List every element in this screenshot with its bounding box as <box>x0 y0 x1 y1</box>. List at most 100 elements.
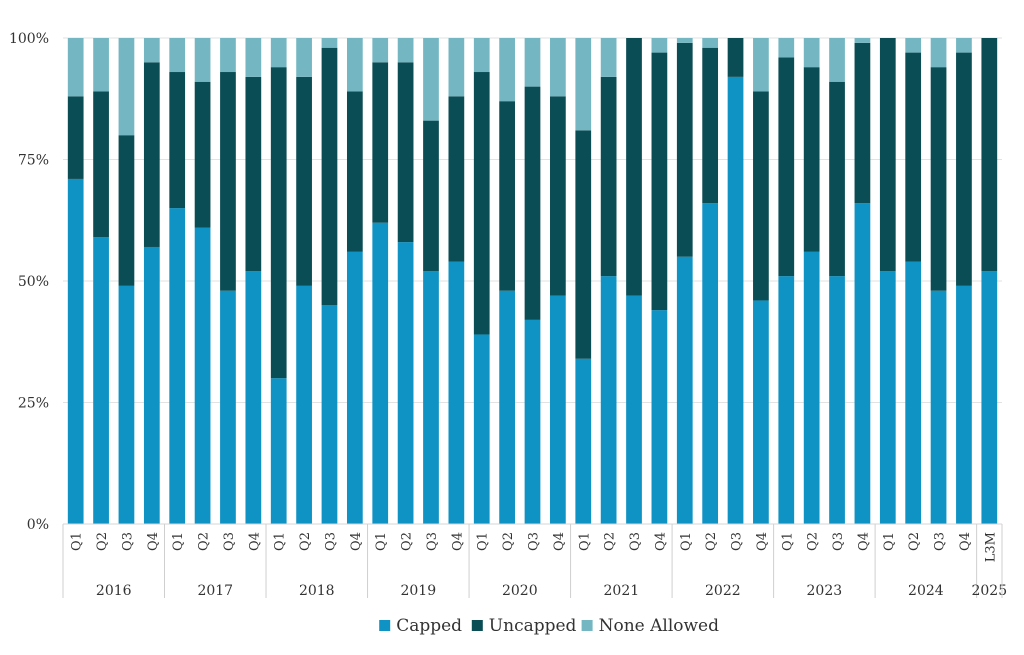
bar-uncapped <box>956 52 972 286</box>
bar-uncapped <box>803 67 820 252</box>
bar-none-allowed <box>829 38 845 82</box>
x-quarter-label: Q3 <box>730 532 745 551</box>
x-quarter-label: Q4 <box>552 532 567 551</box>
bar-capped <box>245 271 262 524</box>
bar-capped <box>321 305 338 524</box>
bar-none-allowed <box>143 38 160 63</box>
x-quarter-label: Q2 <box>501 532 516 551</box>
x-quarter-label: Q1 <box>577 532 592 551</box>
bar-capped <box>803 251 820 524</box>
bar-none-allowed <box>499 38 515 102</box>
x-quarter-label: Q1 <box>70 532 85 551</box>
bar-capped <box>778 276 795 524</box>
x-quarter-label: L3M <box>983 532 998 562</box>
x-quarter-label: Q4 <box>349 532 364 551</box>
x-year-label: 2020 <box>502 583 538 599</box>
bar-uncapped <box>194 81 211 228</box>
bar-none-allowed <box>575 38 592 131</box>
bar-uncapped <box>118 135 135 286</box>
x-quarter-label: Q1 <box>171 532 186 551</box>
x-quarter-label: Q3 <box>425 532 440 551</box>
bar-capped <box>67 178 84 524</box>
x-quarter-label: Q1 <box>273 532 288 551</box>
bar-uncapped <box>524 86 541 320</box>
bar-capped <box>397 242 414 524</box>
y-tick-label: 0% <box>27 517 49 533</box>
x-quarter-label: Q4 <box>958 532 973 551</box>
bar-capped <box>296 285 312 524</box>
bar-capped <box>220 290 236 524</box>
bar-capped <box>118 285 135 524</box>
x-quarter-label: Q3 <box>323 532 338 551</box>
x-quarter-label: Q2 <box>95 532 110 551</box>
x-quarter-label: Q3 <box>120 532 135 551</box>
bar-capped <box>423 271 439 524</box>
legend: Capped Uncapped None Allowed <box>379 616 719 636</box>
bar-capped <box>981 271 998 524</box>
bar-capped <box>676 256 693 524</box>
bar-capped <box>143 246 160 525</box>
legend-swatch-none-allowed <box>581 620 593 631</box>
bar-capped <box>956 285 972 524</box>
y-tick-label: 100% <box>9 31 49 47</box>
bar-uncapped <box>702 47 719 204</box>
bar-uncapped <box>981 38 998 272</box>
x-quarter-label: Q4 <box>755 532 770 551</box>
bar-none-allowed <box>296 38 312 77</box>
bar-none-allowed <box>423 38 439 121</box>
bar-uncapped <box>499 101 515 291</box>
bar-uncapped <box>473 72 490 335</box>
bar-uncapped <box>575 130 592 359</box>
x-quarter-label: Q2 <box>704 532 719 551</box>
bar-capped <box>727 76 744 524</box>
bar-uncapped <box>829 81 845 277</box>
x-quarter-label: Q2 <box>603 532 618 551</box>
bar-uncapped <box>346 91 363 252</box>
bar-capped <box>753 300 769 524</box>
bar-none-allowed <box>118 38 135 136</box>
bar-uncapped <box>778 57 795 277</box>
legend-label-none-allowed: None Allowed <box>599 616 720 636</box>
bar-capped <box>575 358 592 524</box>
bar-capped <box>270 378 287 524</box>
bar-uncapped <box>423 120 439 272</box>
bar-capped <box>372 222 389 524</box>
x-quarter-label: Q1 <box>476 532 491 551</box>
x-year-label: 2025 <box>971 583 1007 599</box>
bar-capped <box>854 203 871 525</box>
bar-uncapped <box>651 52 668 311</box>
bar-none-allowed <box>473 38 490 73</box>
bar-uncapped <box>930 67 947 291</box>
x-year-label: 2019 <box>400 583 436 599</box>
bar-capped <box>829 276 845 524</box>
x-quarter-label: Q2 <box>907 532 922 551</box>
bar-none-allowed <box>524 38 541 87</box>
bar-none-allowed <box>270 38 287 68</box>
bar-none-allowed <box>372 38 389 63</box>
bar-uncapped <box>600 76 617 277</box>
legend-label-uncapped: Uncapped <box>489 616 577 636</box>
bar-none-allowed <box>676 38 693 43</box>
bar-capped <box>930 290 947 524</box>
bar-none-allowed <box>397 38 414 63</box>
bar-uncapped <box>448 96 465 262</box>
bar-capped <box>346 251 363 524</box>
x-quarter-label: Q3 <box>628 532 643 551</box>
x-quarter-label: Q2 <box>806 532 821 551</box>
x-quarter-label: Q2 <box>197 532 212 551</box>
x-quarter-label: Q3 <box>527 532 542 551</box>
legend-label-capped: Capped <box>396 616 462 636</box>
x-axis: Q1 Q2 Q3 Q4 2016 Q1 Q2 Q3 Q4 2017 Q1 Q2 Q3 Q4 2018 Q1 Q2… <box>62 523 1007 599</box>
bar-none-allowed <box>905 38 922 53</box>
bar-none-allowed <box>321 38 338 48</box>
y-tick-label: 25% <box>18 396 49 412</box>
bar-capped <box>194 227 211 525</box>
bar-capped <box>448 261 465 524</box>
bars <box>67 38 998 525</box>
bar-capped <box>524 319 541 524</box>
x-quarter-label: Q1 <box>780 532 795 551</box>
bar-capped <box>626 295 642 524</box>
x-quarter-label: Q1 <box>374 532 389 551</box>
x-quarter-label: Q4 <box>146 532 161 551</box>
